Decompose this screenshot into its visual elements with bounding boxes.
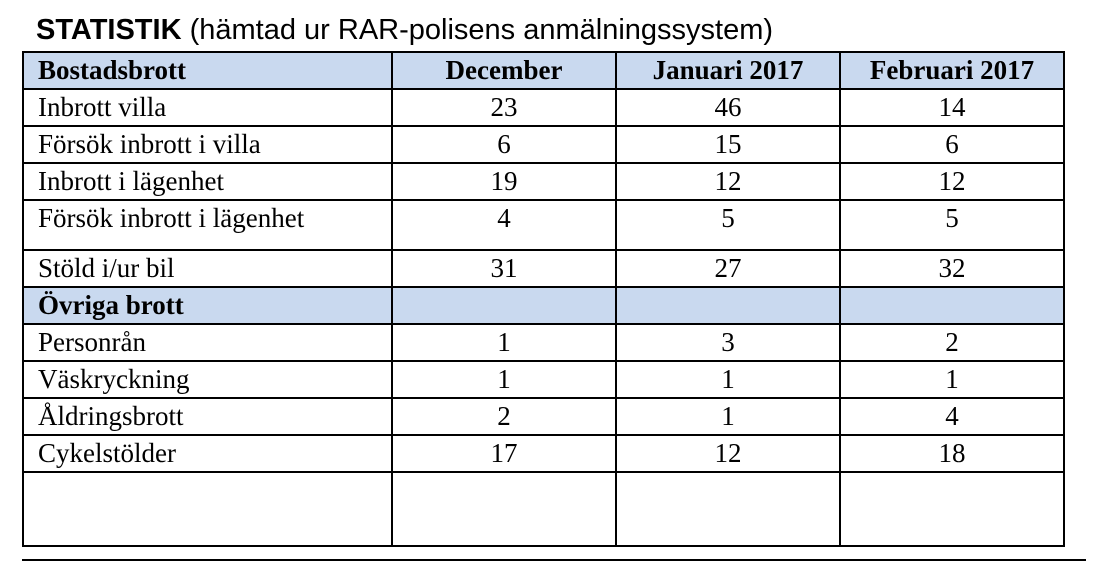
title-subtitle: (hämtad ur RAR-polisens anmälningssystem… bbox=[181, 14, 774, 46]
cell-januari: 3 bbox=[615, 323, 841, 362]
cell-januari: 27 bbox=[615, 249, 841, 288]
cell-januari: 46 bbox=[615, 88, 841, 127]
page-title: STATISTIK (hämtad ur RAR-polisens anmäln… bbox=[36, 14, 773, 46]
row-label: Försök inbrott i lägenhet bbox=[22, 199, 393, 251]
table-row: Personrån 1 3 2 bbox=[22, 323, 1065, 362]
empty-cell bbox=[391, 471, 617, 547]
section-empty-cell bbox=[615, 286, 841, 325]
row-label: Inbrott i lägenhet bbox=[22, 162, 393, 201]
table-row: Inbrott villa 23 46 14 bbox=[22, 88, 1065, 127]
table-header-row: Bostadsbrott December Januari 2017 Febru… bbox=[22, 51, 1065, 90]
table-row: Stöld i/ur bil 31 27 32 bbox=[22, 249, 1065, 288]
empty-row bbox=[22, 471, 1065, 547]
cell-december: 23 bbox=[391, 88, 617, 127]
bottom-divider bbox=[22, 559, 1086, 561]
cell-december: 1 bbox=[391, 360, 617, 399]
header-februari: Februari 2017 bbox=[839, 51, 1065, 90]
row-label: Inbrott villa bbox=[22, 88, 393, 127]
empty-cell bbox=[839, 471, 1065, 547]
cell-januari: 1 bbox=[615, 360, 841, 399]
row-label: Väskryckning bbox=[22, 360, 393, 399]
row-label: Cykelstölder bbox=[22, 434, 393, 473]
cell-februari: 14 bbox=[839, 88, 1065, 127]
cell-februari: 12 bbox=[839, 162, 1065, 201]
cell-december: 4 bbox=[391, 199, 617, 251]
header-bostadsbrott: Bostadsbrott bbox=[22, 51, 393, 90]
section-ovriga-brott: Övriga brott bbox=[22, 286, 393, 325]
cell-december: 6 bbox=[391, 125, 617, 164]
row-label: Åldringsbrott bbox=[22, 397, 393, 436]
cell-januari: 1 bbox=[615, 397, 841, 436]
header-januari: Januari 2017 bbox=[615, 51, 841, 90]
table-row: Försök inbrott i lägenhet 4 5 5 bbox=[22, 199, 1065, 251]
cell-februari: 2 bbox=[839, 323, 1065, 362]
cell-februari: 1 bbox=[839, 360, 1065, 399]
cell-december: 31 bbox=[391, 249, 617, 288]
cell-februari: 5 bbox=[839, 199, 1065, 251]
title-bold: STATISTIK bbox=[36, 14, 182, 46]
statistics-table: Bostadsbrott December Januari 2017 Febru… bbox=[22, 51, 1065, 547]
table-row: Åldringsbrott 2 1 4 bbox=[22, 397, 1065, 436]
cell-januari: 15 bbox=[615, 125, 841, 164]
cell-januari: 5 bbox=[615, 199, 841, 251]
section-empty-cell bbox=[391, 286, 617, 325]
row-label: Stöld i/ur bil bbox=[22, 249, 393, 288]
cell-februari: 4 bbox=[839, 397, 1065, 436]
empty-cell bbox=[615, 471, 841, 547]
header-december: December bbox=[391, 51, 617, 90]
cell-januari: 12 bbox=[615, 434, 841, 473]
row-label: Försök inbrott i villa bbox=[22, 125, 393, 164]
table-row: Cykelstölder 17 12 18 bbox=[22, 434, 1065, 473]
table-row: Inbrott i lägenhet 19 12 12 bbox=[22, 162, 1065, 201]
section-header-row: Övriga brott bbox=[22, 286, 1065, 325]
cell-december: 1 bbox=[391, 323, 617, 362]
cell-december: 17 bbox=[391, 434, 617, 473]
row-label: Personrån bbox=[22, 323, 393, 362]
table-row: Försök inbrott i villa 6 15 6 bbox=[22, 125, 1065, 164]
cell-februari: 32 bbox=[839, 249, 1065, 288]
table-row: Väskryckning 1 1 1 bbox=[22, 360, 1065, 399]
cell-januari: 12 bbox=[615, 162, 841, 201]
cell-februari: 18 bbox=[839, 434, 1065, 473]
empty-cell bbox=[22, 471, 393, 547]
section-empty-cell bbox=[839, 286, 1065, 325]
cell-december: 2 bbox=[391, 397, 617, 436]
cell-februari: 6 bbox=[839, 125, 1065, 164]
cell-december: 19 bbox=[391, 162, 617, 201]
